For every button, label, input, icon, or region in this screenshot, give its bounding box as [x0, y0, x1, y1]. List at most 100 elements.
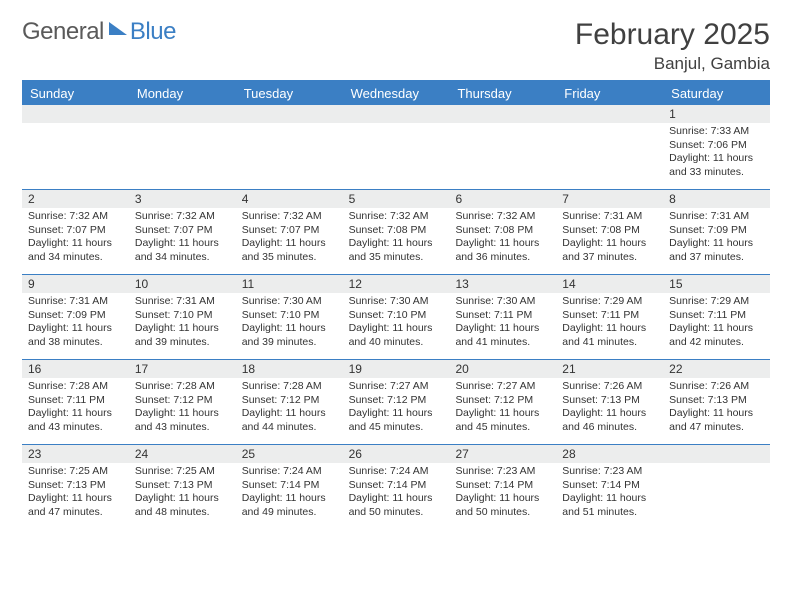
daylight-line: Daylight: 11 hours and 45 minutes.: [349, 407, 444, 434]
logo-text-general: General: [22, 18, 104, 46]
day-number: .: [556, 105, 663, 123]
sunset-line: Sunset: 7:10 PM: [242, 309, 337, 323]
day-cell: .: [236, 105, 343, 189]
sunset-line: Sunset: 7:09 PM: [669, 224, 764, 238]
day-number: .: [22, 105, 129, 123]
daylight-line: Daylight: 11 hours and 41 minutes.: [562, 322, 657, 349]
day-number: 28: [556, 445, 663, 463]
day-details: Sunrise: 7:25 AMSunset: 7:13 PMDaylight:…: [129, 463, 236, 524]
day-cell: 26Sunrise: 7:24 AMSunset: 7:14 PMDayligh…: [343, 445, 450, 529]
day-number: 12: [343, 275, 450, 293]
day-number: .: [663, 445, 770, 463]
logo-text-blue: Blue: [130, 18, 176, 46]
daylight-line: Daylight: 11 hours and 37 minutes.: [562, 237, 657, 264]
day-cell: 6Sunrise: 7:32 AMSunset: 7:08 PMDaylight…: [449, 190, 556, 274]
day-number: 27: [449, 445, 556, 463]
daylight-line: Daylight: 11 hours and 33 minutes.: [669, 152, 764, 179]
day-number: 6: [449, 190, 556, 208]
sunset-line: Sunset: 7:12 PM: [135, 394, 230, 408]
day-number: 24: [129, 445, 236, 463]
day-number: .: [343, 105, 450, 123]
day-cell: 16Sunrise: 7:28 AMSunset: 7:11 PMDayligh…: [22, 360, 129, 444]
day-number: .: [236, 105, 343, 123]
sunrise-line: Sunrise: 7:23 AM: [562, 465, 657, 479]
day-details: Sunrise: 7:31 AMSunset: 7:08 PMDaylight:…: [556, 208, 663, 269]
sunset-line: Sunset: 7:07 PM: [28, 224, 123, 238]
sunset-line: Sunset: 7:08 PM: [562, 224, 657, 238]
day-number: 10: [129, 275, 236, 293]
day-details: Sunrise: 7:27 AMSunset: 7:12 PMDaylight:…: [449, 378, 556, 439]
sunrise-line: Sunrise: 7:30 AM: [349, 295, 444, 309]
day-number: 26: [343, 445, 450, 463]
day-number: 22: [663, 360, 770, 378]
day-details: Sunrise: 7:29 AMSunset: 7:11 PMDaylight:…: [663, 293, 770, 354]
sunset-line: Sunset: 7:13 PM: [562, 394, 657, 408]
daylight-line: Daylight: 11 hours and 44 minutes.: [242, 407, 337, 434]
sunrise-line: Sunrise: 7:25 AM: [135, 465, 230, 479]
day-number: 16: [22, 360, 129, 378]
day-cell: .: [556, 105, 663, 189]
sunrise-line: Sunrise: 7:24 AM: [349, 465, 444, 479]
day-details: [236, 123, 343, 129]
sunrise-line: Sunrise: 7:29 AM: [562, 295, 657, 309]
sunrise-line: Sunrise: 7:23 AM: [455, 465, 550, 479]
sunrise-line: Sunrise: 7:31 AM: [669, 210, 764, 224]
day-number: 11: [236, 275, 343, 293]
day-number: 23: [22, 445, 129, 463]
sunset-line: Sunset: 7:11 PM: [455, 309, 550, 323]
sunrise-line: Sunrise: 7:26 AM: [669, 380, 764, 394]
sunset-line: Sunset: 7:14 PM: [562, 479, 657, 493]
sunset-line: Sunset: 7:08 PM: [349, 224, 444, 238]
week-row: 16Sunrise: 7:28 AMSunset: 7:11 PMDayligh…: [22, 359, 770, 444]
day-details: Sunrise: 7:30 AMSunset: 7:10 PMDaylight:…: [236, 293, 343, 354]
day-cell: 14Sunrise: 7:29 AMSunset: 7:11 PMDayligh…: [556, 275, 663, 359]
day-cell: 24Sunrise: 7:25 AMSunset: 7:13 PMDayligh…: [129, 445, 236, 529]
day-cell: 19Sunrise: 7:27 AMSunset: 7:12 PMDayligh…: [343, 360, 450, 444]
day-details: [556, 123, 663, 129]
sunrise-line: Sunrise: 7:25 AM: [28, 465, 123, 479]
day-details: Sunrise: 7:32 AMSunset: 7:07 PMDaylight:…: [129, 208, 236, 269]
sunset-line: Sunset: 7:12 PM: [455, 394, 550, 408]
day-details: [22, 123, 129, 129]
day-header: Thursday: [449, 82, 556, 105]
daylight-line: Daylight: 11 hours and 37 minutes.: [669, 237, 764, 264]
day-cell: 12Sunrise: 7:30 AMSunset: 7:10 PMDayligh…: [343, 275, 450, 359]
daylight-line: Daylight: 11 hours and 36 minutes.: [455, 237, 550, 264]
day-details: Sunrise: 7:24 AMSunset: 7:14 PMDaylight:…: [343, 463, 450, 524]
day-number: 8: [663, 190, 770, 208]
sunrise-line: Sunrise: 7:30 AM: [455, 295, 550, 309]
day-cell: 22Sunrise: 7:26 AMSunset: 7:13 PMDayligh…: [663, 360, 770, 444]
daylight-line: Daylight: 11 hours and 34 minutes.: [28, 237, 123, 264]
sunset-line: Sunset: 7:14 PM: [349, 479, 444, 493]
sunrise-line: Sunrise: 7:27 AM: [349, 380, 444, 394]
sunrise-line: Sunrise: 7:26 AM: [562, 380, 657, 394]
day-details: Sunrise: 7:23 AMSunset: 7:14 PMDaylight:…: [556, 463, 663, 524]
week-row: 23Sunrise: 7:25 AMSunset: 7:13 PMDayligh…: [22, 444, 770, 529]
daylight-line: Daylight: 11 hours and 50 minutes.: [455, 492, 550, 519]
day-cell: 17Sunrise: 7:28 AMSunset: 7:12 PMDayligh…: [129, 360, 236, 444]
header: General Blue February 2025 Banjul, Gambi…: [22, 18, 770, 74]
week-row: 2Sunrise: 7:32 AMSunset: 7:07 PMDaylight…: [22, 189, 770, 274]
daylight-line: Daylight: 11 hours and 41 minutes.: [455, 322, 550, 349]
daylight-line: Daylight: 11 hours and 35 minutes.: [242, 237, 337, 264]
location: Banjul, Gambia: [575, 54, 770, 74]
day-cell: 3Sunrise: 7:32 AMSunset: 7:07 PMDaylight…: [129, 190, 236, 274]
daylight-line: Daylight: 11 hours and 47 minutes.: [669, 407, 764, 434]
sunrise-line: Sunrise: 7:31 AM: [135, 295, 230, 309]
day-details: Sunrise: 7:28 AMSunset: 7:11 PMDaylight:…: [22, 378, 129, 439]
day-number: 2: [22, 190, 129, 208]
day-cell: 9Sunrise: 7:31 AMSunset: 7:09 PMDaylight…: [22, 275, 129, 359]
sunrise-line: Sunrise: 7:30 AM: [242, 295, 337, 309]
daylight-line: Daylight: 11 hours and 35 minutes.: [349, 237, 444, 264]
day-number: 20: [449, 360, 556, 378]
daylight-line: Daylight: 11 hours and 47 minutes.: [28, 492, 123, 519]
day-details: Sunrise: 7:28 AMSunset: 7:12 PMDaylight:…: [129, 378, 236, 439]
day-number: 15: [663, 275, 770, 293]
day-number: 9: [22, 275, 129, 293]
day-cell: 23Sunrise: 7:25 AMSunset: 7:13 PMDayligh…: [22, 445, 129, 529]
day-number: 18: [236, 360, 343, 378]
day-details: Sunrise: 7:24 AMSunset: 7:14 PMDaylight:…: [236, 463, 343, 524]
day-cell: 13Sunrise: 7:30 AMSunset: 7:11 PMDayligh…: [449, 275, 556, 359]
daylight-line: Daylight: 11 hours and 38 minutes.: [28, 322, 123, 349]
day-header: Sunday: [22, 82, 129, 105]
